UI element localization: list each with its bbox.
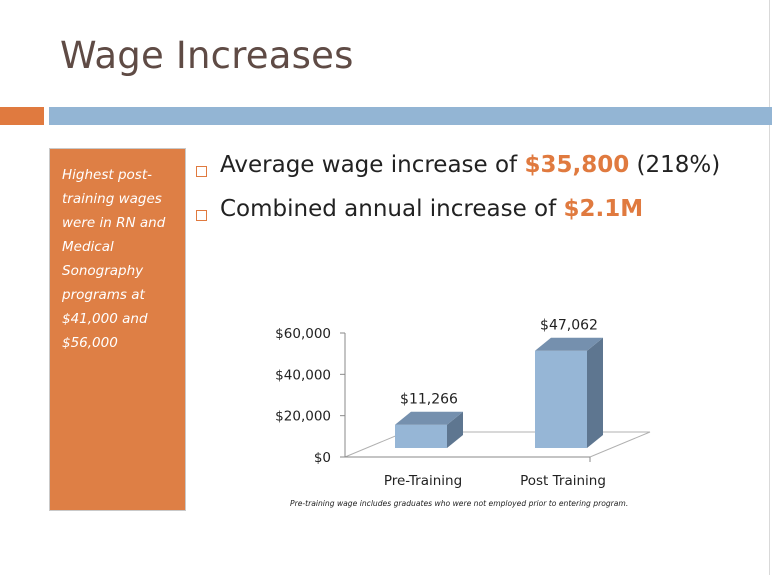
bar-side [447,411,463,448]
bullet-text: Average wage increase of $35,800 (218%) [220,152,720,178]
accent-band-blue [49,107,772,125]
x-category-label: Post Training [520,473,606,489]
wage-bar-chart: $0 $20,000 $40,000 $60,000 $11,266 Pre-Traini… [240,300,680,530]
chart-floor [344,431,651,458]
y-tick-label: $0 [314,450,331,466]
bullet-highlight: $35,800 [524,152,630,178]
side-callout-text: Highest post-training wages were in RN a… [62,167,166,351]
square-bullet-icon [196,166,207,177]
chart-footnote: Pre-training wage includes graduates who… [290,499,629,508]
y-tick-label: $40,000 [275,367,331,383]
x-category-label: Pre-Training [384,473,462,489]
bullet-highlight: $2.1M [563,196,644,222]
bar-side [587,337,603,448]
bullet-prefix: Combined annual increase of [220,196,564,222]
slide-edge-rule [769,0,770,575]
bar-top [535,337,603,351]
side-callout-box [49,148,186,511]
slide-title: Wage Increases [60,34,354,77]
y-tick-label: $60,000 [275,326,331,342]
chart-svg: $0 $20,000 $40,000 $60,000 $11,266 Pre-Traini… [275,318,651,489]
square-bullet-icon [196,210,207,221]
bar-data-label: $11,266 [400,392,458,408]
y-tick-label: $20,000 [275,409,331,425]
bullet-suffix: (218%) [629,152,721,178]
bar-top [395,411,463,425]
bullet-text: Combined annual increase of $2.1M [220,196,643,222]
bullet-prefix: Average wage increase of [220,152,525,178]
bar-data-label: $47,062 [540,318,598,334]
accent-band-orange [0,107,44,125]
bar-front [535,350,587,448]
bar-front [395,424,447,448]
